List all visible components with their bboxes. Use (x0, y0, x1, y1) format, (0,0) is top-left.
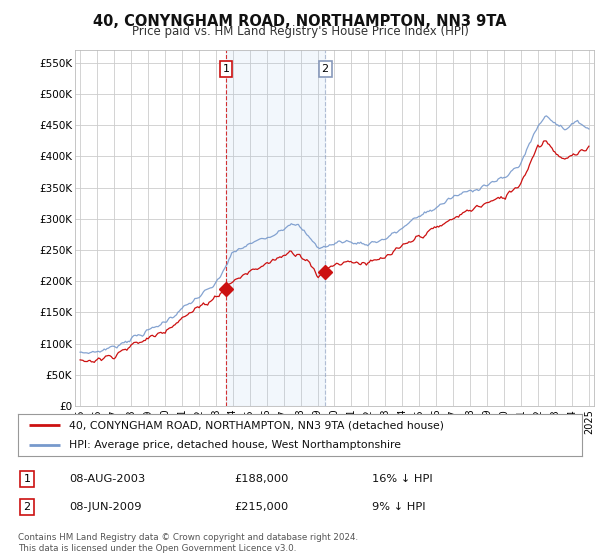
Text: 2: 2 (23, 502, 31, 512)
Text: 9% ↓ HPI: 9% ↓ HPI (372, 502, 425, 512)
Text: HPI: Average price, detached house, West Northamptonshire: HPI: Average price, detached house, West… (69, 440, 401, 450)
Text: 40, CONYNGHAM ROAD, NORTHAMPTON, NN3 9TA: 40, CONYNGHAM ROAD, NORTHAMPTON, NN3 9TA (93, 14, 507, 29)
Text: Price paid vs. HM Land Registry's House Price Index (HPI): Price paid vs. HM Land Registry's House … (131, 25, 469, 38)
Text: £188,000: £188,000 (234, 474, 289, 484)
Text: 08-AUG-2003: 08-AUG-2003 (69, 474, 145, 484)
Text: 1: 1 (223, 64, 229, 74)
Text: 08-JUN-2009: 08-JUN-2009 (69, 502, 142, 512)
Text: 2: 2 (322, 64, 329, 74)
Text: 16% ↓ HPI: 16% ↓ HPI (372, 474, 433, 484)
Text: 1: 1 (23, 474, 31, 484)
Text: £215,000: £215,000 (234, 502, 288, 512)
Text: Contains HM Land Registry data © Crown copyright and database right 2024.
This d: Contains HM Land Registry data © Crown c… (18, 533, 358, 553)
Bar (226, 50, 325, 406)
Text: 40, CONYNGHAM ROAD, NORTHAMPTON, NN3 9TA (detached house): 40, CONYNGHAM ROAD, NORTHAMPTON, NN3 9TA… (69, 421, 444, 430)
